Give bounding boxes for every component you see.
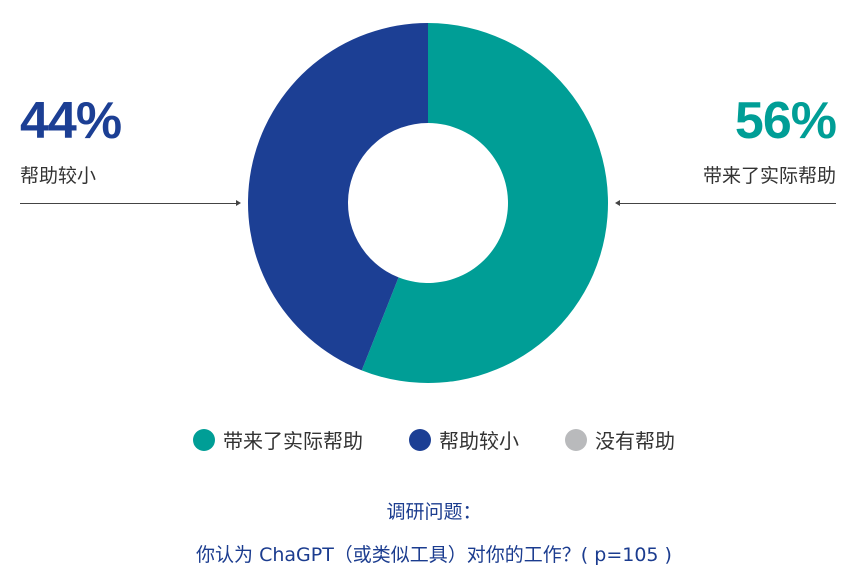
legend-swatch-less-helpful	[409, 428, 431, 451]
callout-right-percent: 56%	[734, 92, 837, 150]
legend-label-helpful: 带来了实际帮助	[223, 429, 363, 453]
legend-swatch-not-helpful	[565, 428, 587, 451]
survey-title: 调研问题：	[386, 501, 482, 523]
survey-question: 你认为 ChaGPT（或类似工具）对你的工作？( p=105 )	[196, 544, 672, 566]
legend-item-less-helpful: 帮助较小	[409, 425, 519, 454]
callout-left: 44% 帮助较小	[20, 92, 122, 188]
callout-left-label: 帮助较小	[20, 165, 97, 187]
legend-label-less-helpful: 帮助较小	[439, 429, 519, 453]
legend-swatch-helpful	[193, 428, 215, 451]
callout-right: 56% 带来了实际帮助	[702, 92, 837, 188]
leader-line-right	[620, 203, 836, 204]
donut-slice-1	[248, 23, 428, 371]
callout-left-percent: 44%	[20, 92, 122, 150]
leader-arrow-left	[236, 200, 241, 206]
chart-legend: 带来了实际帮助 帮助较小 没有帮助	[0, 425, 868, 454]
callout-right-label: 带来了实际帮助	[702, 165, 836, 187]
leader-line-left	[20, 203, 236, 204]
legend-item-not-helpful: 没有帮助	[565, 425, 675, 454]
leader-arrow-right	[615, 200, 620, 206]
donut-slice-0	[361, 23, 608, 384]
legend-label-not-helpful: 没有帮助	[595, 429, 675, 453]
legend-item-helpful: 带来了实际帮助	[193, 425, 363, 454]
